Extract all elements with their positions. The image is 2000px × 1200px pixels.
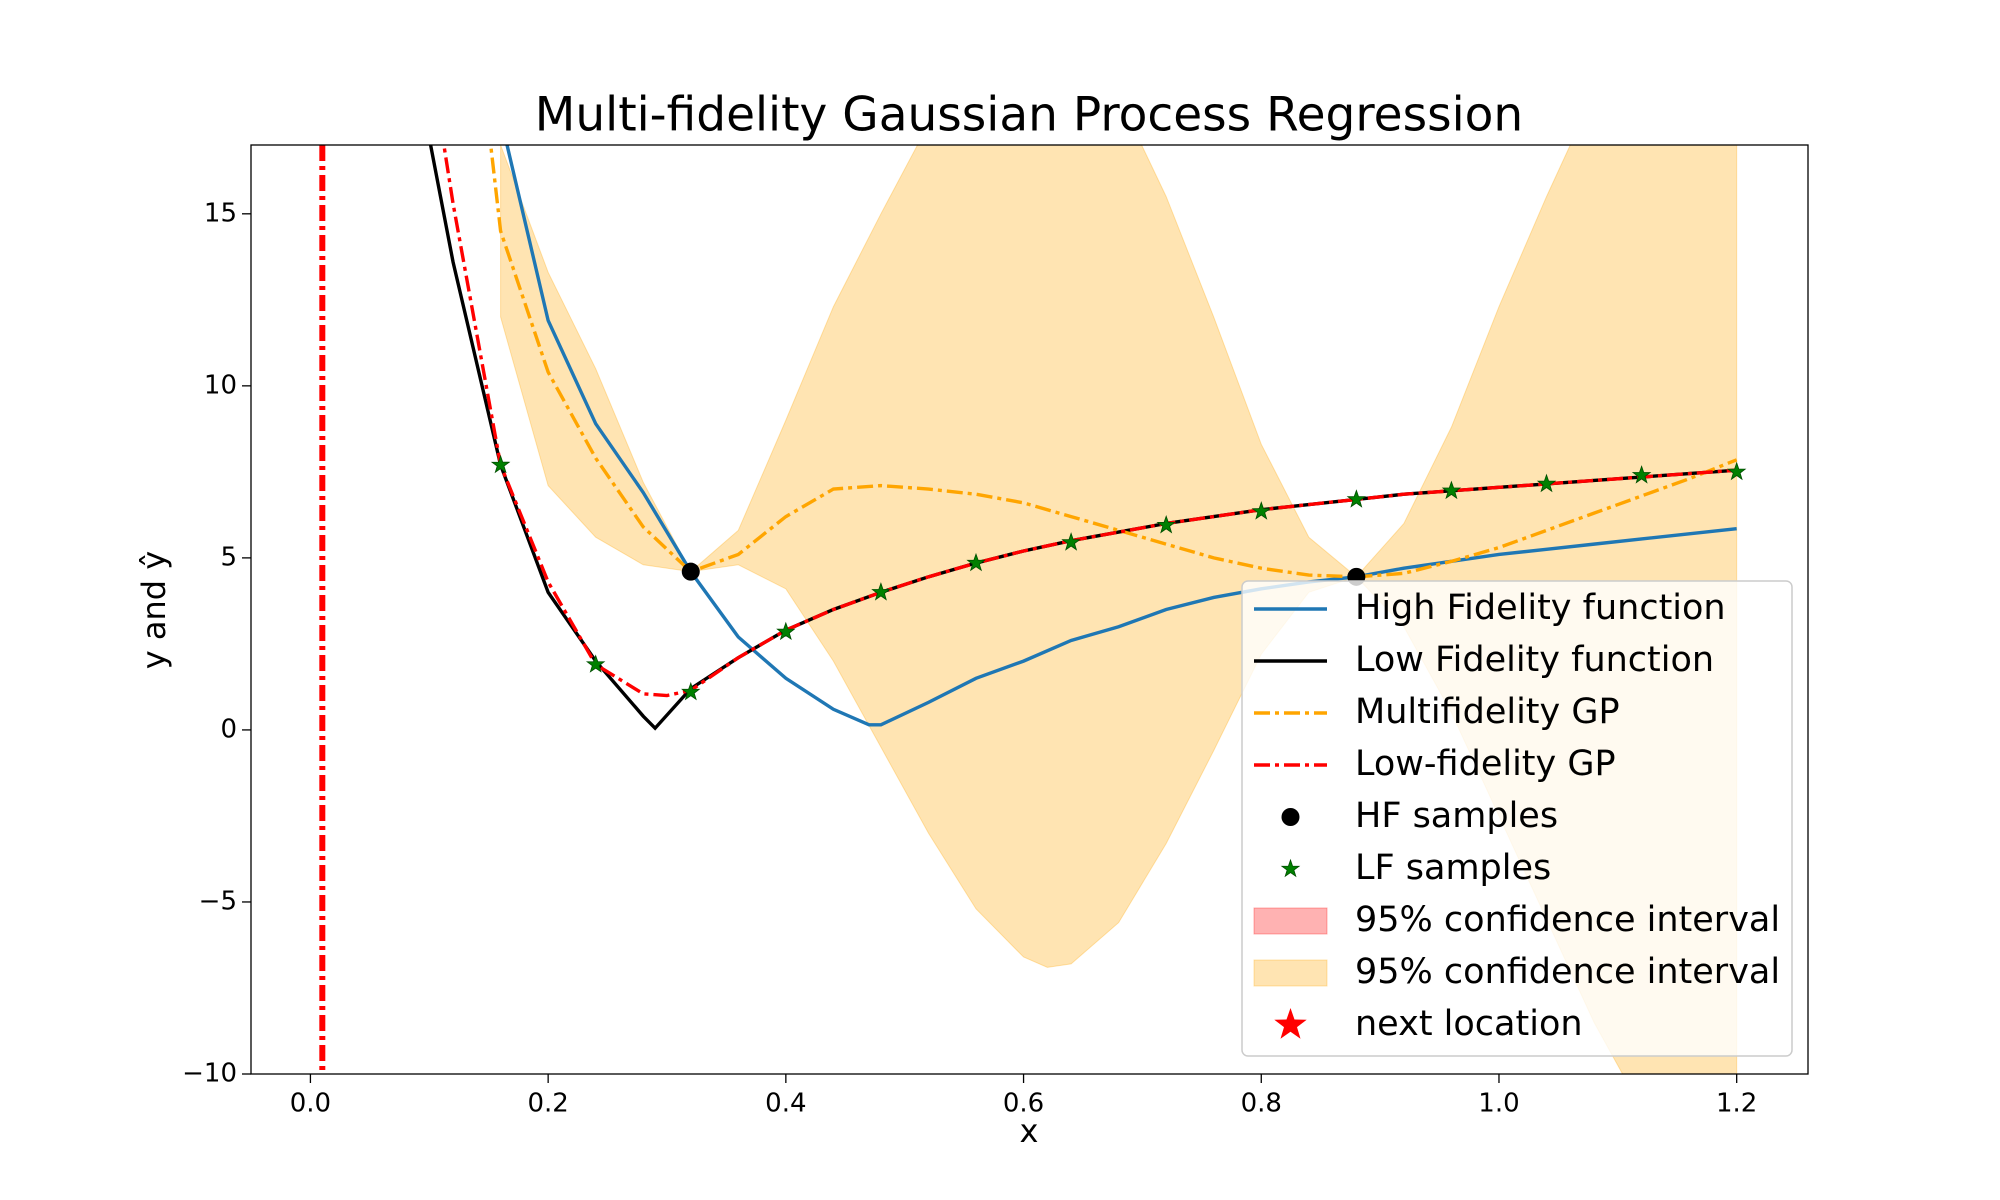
legend-label: Multifidelity GP bbox=[1355, 692, 1620, 732]
lf-sample bbox=[776, 621, 796, 641]
legend-handle bbox=[1253, 959, 1328, 987]
lf-sample bbox=[966, 552, 986, 572]
x-tick-label: 0.4 bbox=[765, 1089, 806, 1119]
lf-sample bbox=[1631, 465, 1652, 484]
y-axis-label: y and ŷ bbox=[135, 551, 173, 669]
legend-label: next location bbox=[1355, 1004, 1583, 1044]
confidence-band bbox=[500, 145, 1738, 1074]
legend-label: Low-fidelity GP bbox=[1355, 744, 1616, 784]
legend-label: 95% confidence interval bbox=[1355, 952, 1780, 992]
hf-sample bbox=[681, 562, 700, 581]
y-tick-label: −5 bbox=[199, 886, 237, 916]
axes-frame bbox=[250, 144, 1809, 1075]
series-line bbox=[505, 145, 1737, 727]
lf-sample bbox=[1280, 858, 1301, 878]
y-tick-label: −10 bbox=[182, 1059, 237, 1089]
lf-sample bbox=[1726, 461, 1747, 481]
next-location bbox=[1274, 1008, 1307, 1039]
y-tick-label: 5 bbox=[220, 542, 237, 572]
x-tick-label: 0.0 bbox=[290, 1089, 331, 1119]
x-tick-label: 1.2 bbox=[1716, 1089, 1757, 1119]
lf-sample bbox=[1156, 514, 1176, 534]
lf-sample bbox=[1251, 501, 1271, 520]
legend-label: HF samples bbox=[1355, 796, 1558, 836]
legend-label: Low Fidelity function bbox=[1355, 640, 1714, 680]
lf-sample bbox=[1536, 473, 1557, 493]
lf-sample bbox=[1061, 532, 1081, 551]
lf-sample bbox=[681, 681, 701, 701]
x-tick-label: 0.2 bbox=[527, 1089, 568, 1119]
x-tick-label: 0.6 bbox=[1003, 1089, 1044, 1119]
x-axis-label: x bbox=[1020, 1112, 1039, 1150]
legend: High Fidelity function Low Fidelity funct… bbox=[1241, 580, 1793, 1057]
y-tick-label: 0 bbox=[220, 714, 237, 744]
legend-label: 95% confidence interval bbox=[1355, 900, 1780, 940]
lf-sample bbox=[871, 582, 891, 601]
x-tick-label: 0.8 bbox=[1241, 1089, 1282, 1119]
y-tick-label: 15 bbox=[204, 198, 237, 228]
legend-handle bbox=[1253, 907, 1328, 935]
legend-box bbox=[1241, 580, 1793, 1057]
y-tick-label: 10 bbox=[204, 370, 237, 400]
series-line bbox=[442, 145, 1737, 698]
series-line bbox=[488, 145, 1738, 579]
lf-sample bbox=[585, 654, 606, 673]
lf-sample bbox=[490, 454, 511, 474]
lf-sample bbox=[1441, 480, 1462, 500]
hf-sample bbox=[1281, 808, 1300, 826]
plot-area bbox=[319, 145, 1747, 1074]
legend-label: LF samples bbox=[1355, 848, 1551, 888]
legend-label: High Fidelity function bbox=[1355, 588, 1726, 628]
lf-sample bbox=[1346, 489, 1367, 508]
chart-title: Multi-fidelity Gaussian Process Regressi… bbox=[535, 88, 1523, 143]
x-tick-label: 1.0 bbox=[1478, 1089, 1519, 1119]
